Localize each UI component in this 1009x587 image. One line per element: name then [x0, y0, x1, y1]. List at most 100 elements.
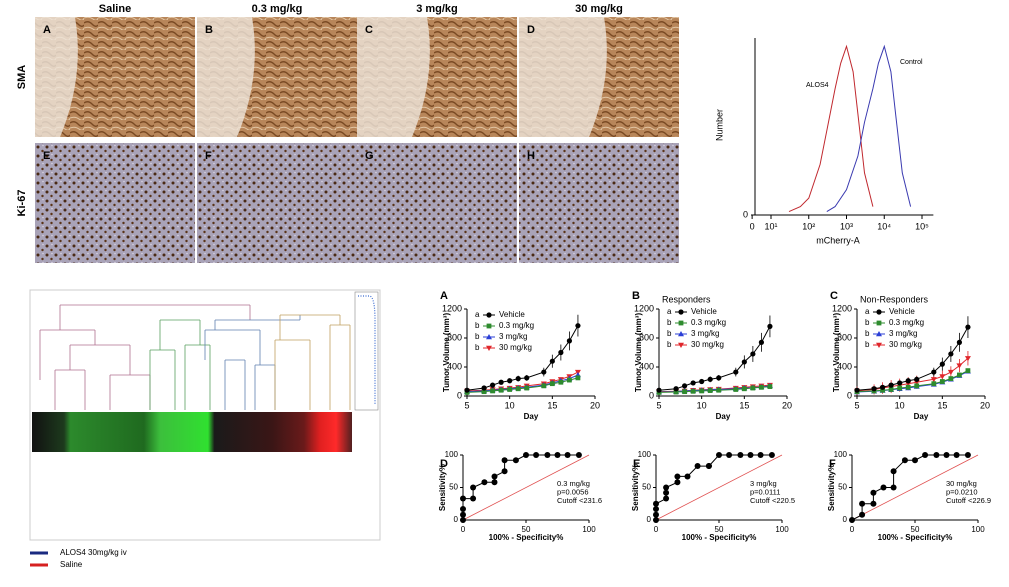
- micrograph: [519, 143, 679, 263]
- legend-marker: [876, 320, 882, 326]
- y-axis-label: Number: [714, 109, 724, 141]
- x-tick-label: 10³: [840, 221, 853, 231]
- x-tick-label: 10²: [802, 221, 815, 231]
- x-tick-label: 20: [980, 400, 990, 410]
- legend-marker: [678, 309, 684, 315]
- data-point: [905, 384, 911, 390]
- data-point: [939, 361, 945, 367]
- data-point: [575, 323, 581, 329]
- panel-letter: G: [365, 150, 374, 162]
- histogram-curve: [826, 44, 912, 213]
- legend-marker: [486, 334, 492, 340]
- row-label: Ki-67: [16, 190, 28, 217]
- panel-letter: D: [527, 24, 535, 36]
- data-point: [554, 452, 561, 458]
- legend-group: b: [475, 343, 480, 352]
- data-point: [880, 387, 885, 393]
- data-point: [507, 378, 513, 384]
- data-point: [498, 379, 504, 385]
- legend-marker: [678, 320, 684, 326]
- data-point: [880, 384, 886, 390]
- legend-group: b: [865, 340, 870, 349]
- legend-label: Vehicle: [889, 307, 915, 316]
- legend-marker: [876, 342, 882, 348]
- data-point: [684, 473, 691, 480]
- data-point: [930, 377, 937, 383]
- panel-letter: D: [440, 458, 448, 470]
- data-point: [768, 452, 775, 458]
- y-tick-label: 800: [447, 332, 462, 342]
- data-point: [965, 324, 971, 330]
- data-point: [870, 500, 877, 507]
- legend-label: ALOS4 30mg/kg iv: [60, 548, 127, 557]
- y-tick-label: 400: [837, 361, 852, 371]
- data-point: [859, 511, 866, 518]
- legend-label: 0.3 mg/kg: [691, 318, 726, 327]
- data-point: [575, 375, 581, 381]
- y-tick-label: 0: [743, 209, 748, 219]
- data-point: [558, 349, 564, 356]
- chart-title: Non-Responders: [860, 294, 929, 304]
- x-tick-label: 100: [582, 525, 596, 534]
- legend-label: 0.3 mg/kg: [499, 321, 534, 330]
- x-tick-label: 10⁵: [915, 221, 929, 231]
- data-point: [741, 386, 747, 392]
- micrograph: [357, 143, 517, 263]
- data-point: [905, 378, 911, 384]
- histogram-curve: [788, 44, 874, 213]
- legend-label: 3 mg/kg: [691, 329, 719, 338]
- data-point: [498, 387, 504, 393]
- legend-marker: [678, 331, 684, 337]
- y-tick-label: 100: [638, 450, 652, 459]
- x-tick-label: 50: [715, 525, 724, 534]
- data-point: [854, 387, 860, 393]
- data-point: [750, 385, 756, 391]
- x-tick-label: 5: [656, 400, 661, 410]
- data-point: [733, 387, 739, 392]
- annotation: Cutoff <220.5: [750, 496, 795, 505]
- data-point: [890, 484, 897, 491]
- y-tick-label: 0: [454, 515, 459, 524]
- panel-letter: A: [43, 24, 51, 36]
- data-point: [912, 457, 918, 464]
- data-point: [705, 463, 712, 470]
- data-point: [948, 376, 954, 381]
- annotation: 30 mg/kg: [946, 479, 977, 488]
- legend-group: b: [667, 329, 672, 338]
- data-point: [964, 452, 971, 458]
- annotation: p=0.0210: [946, 487, 978, 496]
- y-tick-label: 1200: [442, 303, 462, 313]
- data-point: [524, 385, 530, 391]
- data-point: [544, 452, 551, 458]
- data-point: [933, 452, 940, 458]
- data-point: [690, 380, 696, 386]
- x-tick-label: 100: [775, 525, 789, 534]
- data-point: [575, 452, 582, 458]
- y-tick-label: 400: [639, 361, 654, 371]
- data-point: [897, 385, 903, 391]
- legend-group: b: [475, 332, 480, 341]
- data-point: [460, 495, 466, 502]
- legend-label: 30 mg/kg: [499, 343, 532, 352]
- y-tick-label: 0: [647, 515, 652, 524]
- data-point: [759, 384, 764, 390]
- data-point: [880, 484, 887, 491]
- legend-group: b: [475, 321, 480, 330]
- data-point: [653, 500, 659, 507]
- data-point: [533, 452, 540, 458]
- panel-letter: H: [527, 150, 535, 162]
- panel-letter: E: [633, 458, 640, 470]
- annotation: Cutoff <231.6: [557, 496, 602, 505]
- data-point: [663, 495, 670, 502]
- x-tick-label: 100: [971, 525, 985, 534]
- data-point: [956, 339, 963, 345]
- micrograph: [197, 143, 357, 263]
- heatmap-frame: [29, 289, 381, 541]
- x-tick-label: 20: [590, 400, 600, 410]
- heatmap-strip: [32, 412, 352, 452]
- y-tick-label: 0: [847, 390, 852, 400]
- annotation: 0.3 mg/kg: [557, 479, 590, 488]
- y-tick-label: 400: [447, 361, 462, 371]
- x-tick-label: 20: [782, 400, 792, 410]
- x-axis-label: Day: [914, 412, 929, 421]
